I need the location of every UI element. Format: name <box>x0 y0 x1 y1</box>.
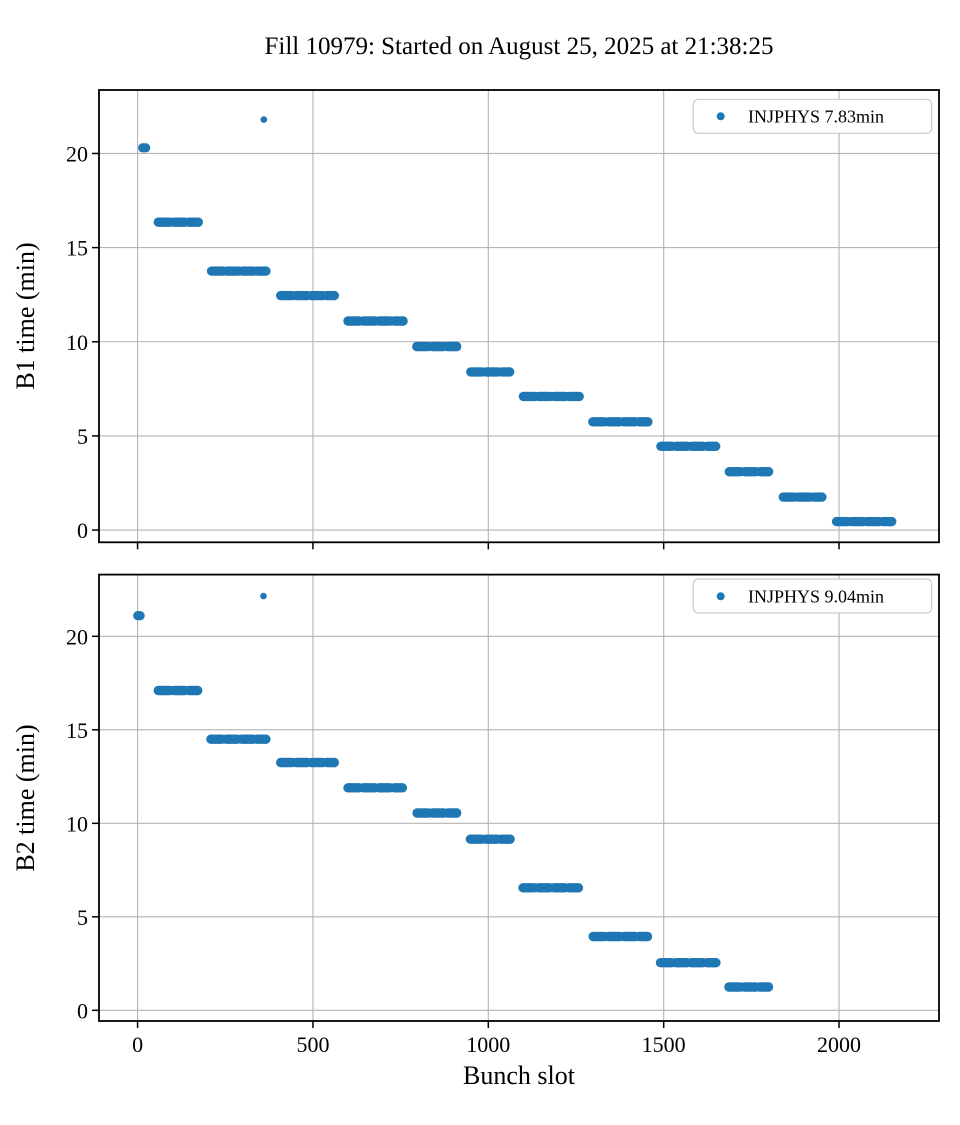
axes-frame <box>98 89 940 544</box>
data-point <box>140 143 151 153</box>
data-point <box>817 492 827 502</box>
data-point <box>763 982 774 992</box>
data-point <box>329 757 339 768</box>
legend-box <box>692 578 933 614</box>
data-point <box>261 734 271 744</box>
data-point <box>260 592 267 600</box>
x-tick-label: 1000 <box>466 1032 510 1057</box>
data-point <box>398 316 408 326</box>
x-tick-label: 500 <box>296 1032 329 1057</box>
data-point <box>193 217 203 227</box>
legend-marker-dot-icon <box>716 112 725 121</box>
data-point <box>192 685 203 696</box>
data-point <box>397 783 408 793</box>
x-tick-label: 1500 <box>642 1032 686 1057</box>
data-point <box>505 834 515 844</box>
x-tick-label: 2000 <box>817 1032 861 1057</box>
y-axis-label-b1: B1 time (min) <box>11 242 40 389</box>
data-point <box>643 417 653 427</box>
data-point <box>642 931 653 942</box>
data-point <box>261 266 271 276</box>
data-point <box>452 808 462 818</box>
scatter-series <box>138 116 897 527</box>
x-axis-label: Bunch slot <box>463 1061 576 1090</box>
legend-label-b2: INJPHYS 9.04min <box>748 587 884 607</box>
plot-panel-b2: 0 500 1000 1500 2000 0 5 10 15 20 <box>66 573 940 1057</box>
data-point <box>135 611 145 621</box>
x-tick-label: 0 <box>132 1032 143 1057</box>
y-tick-label: 0 <box>77 998 88 1023</box>
data-point <box>505 367 515 377</box>
y-tick-label: 5 <box>77 905 88 930</box>
legend-marker-dot-icon <box>716 592 725 601</box>
data-point <box>574 391 584 402</box>
y-axis-label-b2: B2 time (min) <box>11 724 40 871</box>
y-tick-label: 5 <box>77 424 88 449</box>
legend-b1: INJPHYS 7.83min <box>692 98 933 134</box>
data-point <box>329 290 339 301</box>
legend-label-b1: INJPHYS 7.83min <box>748 107 884 127</box>
y-tick-label: 0 <box>77 518 88 543</box>
legend-b2: INJPHYS 9.04min <box>692 578 933 614</box>
y-tick-label: 15 <box>66 718 88 743</box>
y-tick-label: 10 <box>66 811 88 836</box>
y-tick-label: 15 <box>66 236 88 261</box>
plot-panel-b1: 0 5 10 15 20 <box>66 89 940 550</box>
data-point <box>710 441 721 451</box>
data-point <box>887 516 897 527</box>
axes-frame <box>98 573 940 1022</box>
figure-title: Fill 10979: Started on August 25, 2025 a… <box>264 33 773 60</box>
data-point <box>763 467 774 477</box>
y-tick-label: 10 <box>66 330 88 355</box>
data-point <box>260 116 268 123</box>
y-tick-label: 20 <box>66 624 88 649</box>
data-point <box>452 341 462 352</box>
data-point <box>711 958 721 968</box>
data-point <box>573 883 584 893</box>
y-tick-label: 20 <box>66 141 88 166</box>
legend-box <box>692 98 933 134</box>
scatter-series <box>133 592 774 992</box>
